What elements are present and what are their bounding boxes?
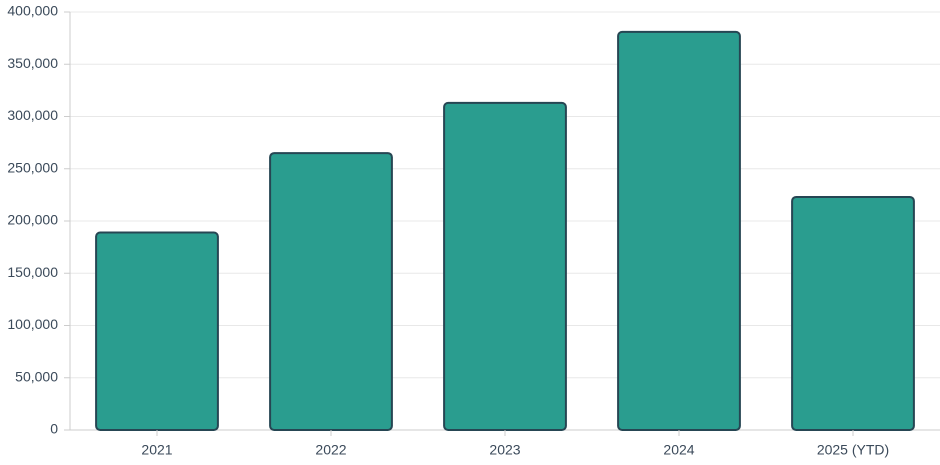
y-tick-label: 350,000 xyxy=(7,55,58,71)
bar xyxy=(95,231,219,431)
bar xyxy=(791,195,915,431)
bar xyxy=(269,152,393,431)
bar xyxy=(443,101,567,431)
y-tick-label: 0 xyxy=(50,421,58,437)
bar xyxy=(617,30,741,431)
x-tick-label: 2023 xyxy=(489,442,520,458)
x-tick-label: 2025 (YTD) xyxy=(817,442,889,458)
y-tick-label: 250,000 xyxy=(7,159,58,175)
x-tick-label: 2024 xyxy=(663,442,694,458)
y-tick-label: 200,000 xyxy=(7,212,58,228)
y-tick-label: 400,000 xyxy=(7,3,58,19)
y-tick-label: 50,000 xyxy=(15,368,58,384)
y-tick-label: 150,000 xyxy=(7,264,58,280)
y-tick-label: 100,000 xyxy=(7,316,58,332)
y-tick-label: 300,000 xyxy=(7,107,58,123)
x-tick-label: 2021 xyxy=(141,442,172,458)
x-tick-label: 2022 xyxy=(315,442,346,458)
